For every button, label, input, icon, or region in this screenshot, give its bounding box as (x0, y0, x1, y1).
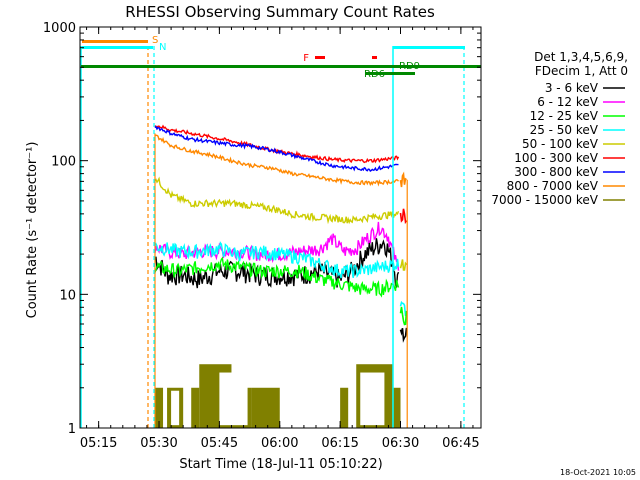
axis-ticks: 05:15 05:30 05:45 06:00 06:15 06:30 06:45 1 10 10… (43, 21, 481, 451)
chart-title: RHESSI Observing Summary Count Rates (125, 3, 435, 21)
y-tick-label: 1000 (43, 21, 76, 36)
series-lines (154, 124, 408, 428)
legend-label: 100 - 300 keV (514, 151, 598, 165)
series-tail (399, 306, 408, 326)
y-tick-label: 10 (59, 288, 76, 303)
legend-label: 7000 - 15000 keV (491, 193, 598, 207)
gap-block (360, 372, 385, 426)
legend-label: 800 - 7000 keV (507, 179, 599, 193)
rd6-flag-bar (365, 72, 415, 75)
x-tick-label: 06:15 (321, 436, 358, 451)
saa-flag-bar (82, 40, 148, 43)
y-tick-label: 100 (51, 155, 76, 170)
x-tick-label: 06:45 (442, 436, 479, 451)
rd-flag-bar (81, 65, 481, 68)
high-energy-block (191, 387, 200, 428)
x-tick-label: 06:00 (261, 436, 298, 451)
series-tail (399, 327, 408, 343)
timestamp: 18-Oct-2021 10:05 (560, 468, 636, 477)
legend-label: 50 - 100 keV (522, 137, 599, 151)
series-line (154, 176, 400, 225)
series-line (154, 125, 399, 172)
series-line (154, 241, 400, 279)
high-energy-block (251, 387, 280, 428)
y-axis-label: Count Rate (s⁻¹ detector⁻¹) (25, 142, 40, 319)
flag-label: RD6 (364, 69, 385, 80)
time-markers (80, 46, 465, 428)
shaded-regions (154, 364, 401, 428)
plot-frame (79, 26, 482, 429)
flare-flag-bar (372, 56, 377, 59)
x-tick-label: 06:30 (382, 436, 419, 451)
high-energy-block (392, 387, 401, 428)
legend-label: 6 - 12 keV (537, 95, 599, 109)
flag-label: S (152, 35, 158, 46)
high-energy-block (340, 387, 349, 428)
series-line (154, 124, 400, 164)
x-tick-label: 05:15 (80, 436, 117, 451)
legend: Det 1,3,4,5,6,9,FDecim 1, Att 0 3 - 6 keV… (491, 50, 628, 207)
series-line (154, 256, 400, 298)
flag-label: F (303, 53, 309, 64)
flag-label: RD9 (399, 61, 420, 72)
y-tick-label: 1 (68, 422, 76, 437)
flag-label: N (159, 42, 166, 53)
series-tail (399, 208, 408, 225)
legend-header: FDecim 1, Att 0 (535, 64, 628, 78)
legend-header: Det 1,3,4,5,6,9, (534, 50, 628, 64)
legend-label: 300 - 800 keV (514, 165, 598, 179)
gap-block (219, 372, 248, 426)
x-tick-label: 05:45 (201, 436, 238, 451)
high-energy-block (154, 387, 164, 428)
flare-flag-bar (315, 56, 325, 59)
legend-label: 3 - 6 keV (545, 81, 599, 95)
series-tail (399, 171, 407, 188)
legend-label: 12 - 25 keV (530, 109, 599, 123)
x-tick-label: 05:30 (140, 436, 177, 451)
series-line (154, 134, 400, 187)
x-axis-label: Start Time (18-Jul-11 05:10:22) (179, 457, 382, 472)
night-flag-bar (393, 46, 465, 49)
legend-label: 25 - 50 keV (530, 123, 599, 137)
series-tail (399, 259, 408, 271)
series-line (155, 238, 400, 289)
flag-bars: SN F RD6 RD9 (81, 35, 481, 80)
night-flag-bar (82, 46, 153, 49)
gap-block (171, 390, 180, 426)
